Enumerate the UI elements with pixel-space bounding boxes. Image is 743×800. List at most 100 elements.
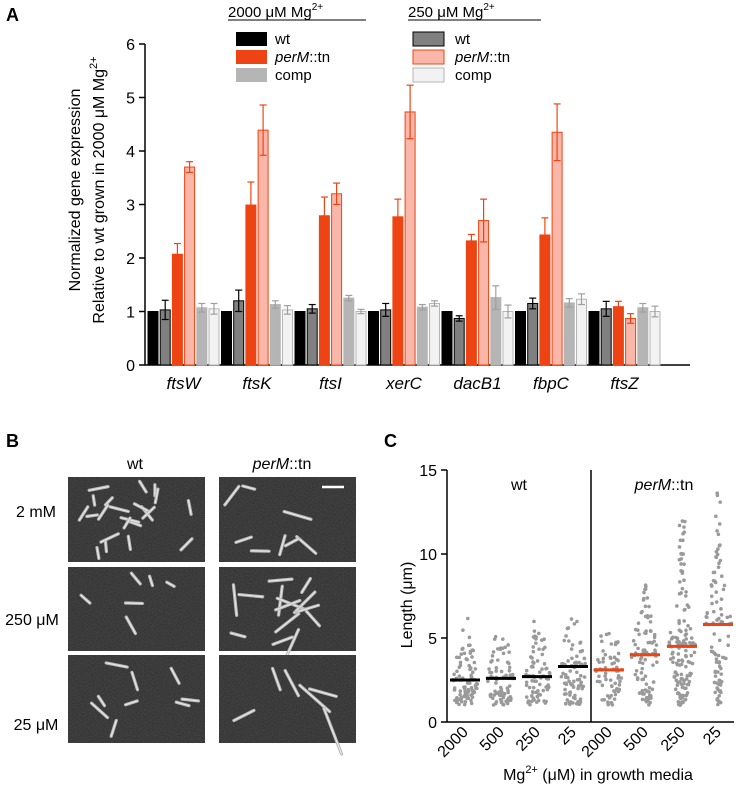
data-point	[467, 681, 472, 686]
bacterium-highlight	[166, 581, 175, 587]
data-point	[453, 698, 457, 703]
data-point	[609, 693, 613, 698]
bar	[441, 311, 453, 366]
data-point	[494, 666, 499, 670]
data-point	[537, 631, 541, 636]
data-point	[716, 532, 721, 537]
data-point	[530, 689, 535, 694]
panel-c-xlabel-post: (μM) in growth media	[538, 767, 693, 784]
data-point	[684, 693, 689, 698]
data-point	[680, 519, 685, 523]
bar	[551, 131, 563, 366]
legend-group1-title-text: 2000 μM Mg	[228, 4, 312, 21]
data-point	[603, 671, 608, 676]
data-point	[457, 674, 462, 678]
data-point	[633, 672, 638, 677]
data-point	[671, 660, 675, 665]
data-point	[709, 645, 714, 649]
data-point	[648, 640, 652, 645]
data-point	[472, 660, 477, 665]
data-point	[530, 664, 535, 669]
bacterium-highlight	[233, 709, 255, 722]
panel-b-row-label-1: 2 mM	[16, 504, 56, 521]
data-point	[536, 698, 541, 703]
data-point	[582, 656, 587, 661]
data-point	[569, 617, 574, 621]
bacterium-highlight	[148, 575, 154, 587]
data-point	[608, 678, 613, 682]
bar	[515, 311, 526, 366]
data-point	[716, 565, 721, 570]
data-point	[543, 701, 548, 705]
bacterium-highlight	[232, 584, 238, 616]
data-point	[637, 632, 641, 637]
data-point	[682, 525, 686, 529]
data-point	[490, 654, 495, 658]
bacterium-highlight	[124, 700, 138, 706]
data-point	[490, 696, 495, 700]
data-point	[459, 652, 464, 656]
data-point	[546, 685, 551, 689]
data-point	[717, 660, 722, 664]
bacterium-highlight	[230, 632, 246, 638]
x-tick-label: ftsI	[319, 374, 342, 393]
data-point	[540, 667, 544, 671]
data-point	[532, 629, 537, 633]
data-point	[538, 693, 543, 697]
data-point	[457, 665, 462, 670]
data-point	[684, 594, 688, 598]
data-point	[682, 619, 686, 623]
bacterium-highlight	[97, 504, 109, 520]
bacterium-highlight	[308, 688, 337, 697]
data-point	[601, 649, 605, 653]
data-point	[492, 693, 497, 697]
data-point	[572, 679, 576, 684]
data-point	[605, 694, 610, 698]
data-point	[575, 670, 579, 675]
bacterium-highlight	[92, 495, 96, 506]
bar	[318, 215, 330, 366]
data-point	[640, 697, 645, 702]
data-point	[507, 650, 511, 654]
data-point	[613, 681, 618, 686]
data-point	[721, 587, 726, 592]
data-point	[713, 690, 717, 695]
x-tick-label: ftsW	[167, 374, 203, 393]
panel-b-col-label-wt: wt	[126, 456, 144, 473]
bacterium-highlight	[123, 517, 131, 529]
data-point	[679, 557, 684, 561]
data-point	[465, 657, 469, 662]
data-point	[675, 636, 680, 641]
data-point	[716, 670, 720, 674]
data-point	[633, 627, 638, 632]
data-point	[573, 661, 577, 665]
data-point	[682, 608, 687, 612]
data-point	[682, 578, 686, 583]
bacterium-highlight	[180, 538, 193, 551]
data-point	[567, 639, 571, 643]
data-point	[568, 693, 572, 697]
bacterium-highlight	[323, 707, 343, 755]
data-point	[647, 604, 651, 609]
data-point	[676, 658, 681, 663]
data-point	[717, 561, 721, 566]
data-point	[529, 699, 534, 704]
data-point	[601, 656, 606, 661]
y-tick-label: 0	[126, 358, 135, 375]
data-point	[469, 693, 473, 697]
data-point	[687, 679, 692, 684]
data-point	[676, 652, 681, 656]
bar	[453, 317, 465, 366]
data-point	[458, 689, 463, 693]
panel-c-points	[450, 491, 734, 707]
data-point	[683, 653, 688, 658]
data-point	[649, 696, 653, 700]
data-point	[563, 701, 568, 706]
data-point	[678, 702, 683, 707]
data-point	[688, 626, 693, 631]
data-point	[616, 651, 621, 656]
data-point	[639, 610, 644, 615]
data-point	[684, 648, 688, 653]
data-point	[617, 683, 622, 687]
